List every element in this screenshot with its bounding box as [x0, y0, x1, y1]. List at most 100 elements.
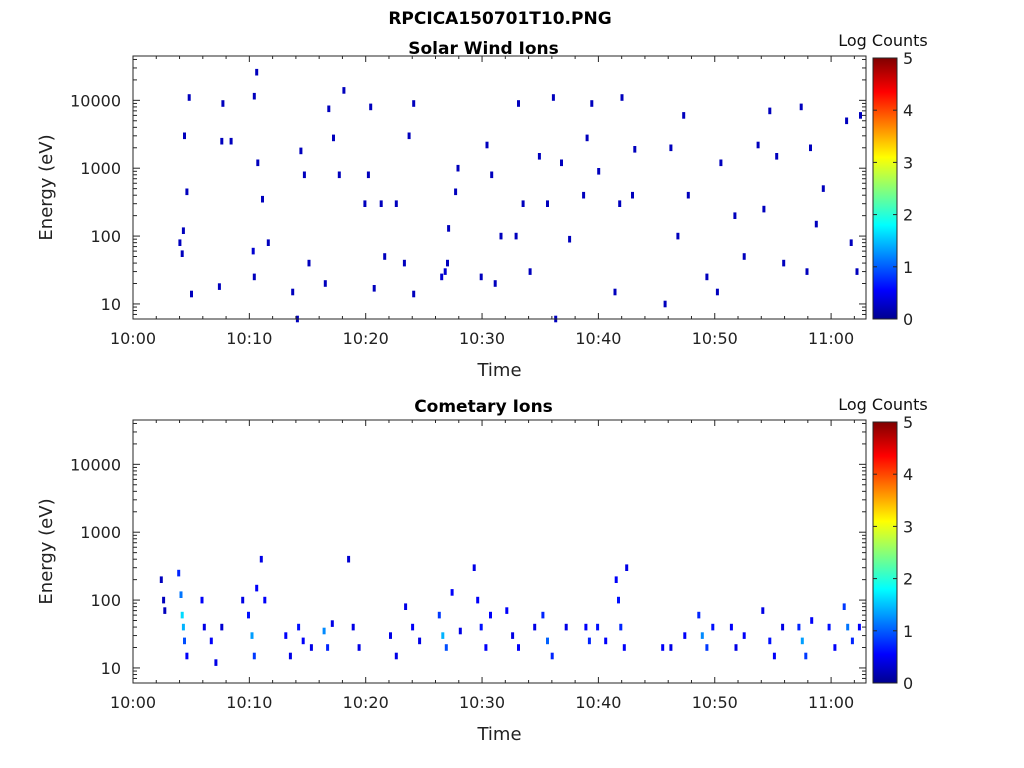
data-cell — [805, 268, 809, 275]
data-cell — [307, 259, 311, 267]
x-tick-label: 10:10 — [226, 329, 272, 348]
data-cell — [472, 564, 476, 571]
colorbar-tick-label: 5 — [903, 49, 913, 68]
data-cell — [252, 652, 256, 660]
data-cell — [447, 225, 451, 232]
data-cell — [850, 637, 854, 645]
data-cell — [700, 632, 704, 639]
data-cell — [533, 623, 537, 631]
colorbar-tick-label: 3 — [903, 153, 913, 172]
data-cell — [625, 564, 629, 571]
data-cell — [288, 652, 292, 660]
data-cell — [209, 637, 213, 645]
data-cell — [220, 137, 224, 145]
data-cell — [178, 239, 182, 246]
data-cell — [541, 611, 545, 619]
data-cell — [590, 100, 594, 107]
colorbar-tick-label: 2 — [903, 570, 913, 589]
colorbar-tick-label: 4 — [903, 465, 913, 484]
data-cell — [363, 200, 367, 207]
colorbar-tick-label: 0 — [903, 310, 913, 329]
y-tick-label: 10000 — [70, 91, 121, 110]
data-cell — [322, 627, 326, 635]
data-cell — [682, 112, 686, 119]
heatmap-cells — [159, 555, 861, 666]
data-cell — [351, 623, 355, 631]
data-cell — [661, 644, 665, 651]
colorbar-tick-label: 4 — [903, 101, 913, 120]
x-tick-label: 11:00 — [808, 693, 854, 712]
data-cell — [330, 620, 334, 627]
data-cell — [859, 112, 862, 119]
data-cell — [443, 268, 447, 275]
data-cell — [537, 153, 541, 160]
data-cell — [514, 232, 518, 240]
data-cell — [676, 232, 680, 240]
data-cell — [485, 141, 489, 149]
data-cell — [394, 200, 398, 207]
data-cell — [761, 607, 765, 614]
data-cell — [772, 652, 776, 660]
data-cell — [241, 596, 245, 604]
data-cell — [782, 259, 786, 267]
data-cell — [849, 239, 853, 246]
data-cell — [768, 107, 772, 115]
data-cell — [247, 611, 250, 619]
data-cell — [800, 637, 804, 645]
data-cell — [456, 164, 460, 172]
y-tick-label: 10000 — [70, 455, 121, 474]
data-cell — [587, 637, 591, 645]
data-cell — [810, 617, 814, 624]
colorbar-tick-label: 2 — [903, 206, 913, 225]
data-cell — [669, 144, 673, 152]
data-cell — [181, 623, 185, 631]
data-cell — [814, 220, 818, 228]
data-cell — [729, 623, 733, 631]
plot-area — [133, 420, 866, 683]
data-cell — [560, 159, 563, 167]
data-cell — [613, 288, 617, 296]
data-cell — [505, 607, 509, 614]
colorbar-tick-label: 0 — [903, 674, 913, 693]
data-cell — [252, 273, 256, 281]
y-tick-label: 100 — [90, 591, 121, 610]
data-cell — [833, 644, 837, 651]
data-cell — [183, 132, 186, 140]
data-cell — [444, 644, 448, 651]
y-tick-label: 1000 — [80, 159, 121, 178]
axes-frame — [132, 419, 867, 684]
data-cell — [179, 591, 183, 598]
data-cell — [342, 87, 346, 94]
data-cell — [768, 637, 772, 645]
data-cell — [846, 623, 850, 631]
data-cell — [301, 637, 305, 645]
data-cell — [323, 280, 327, 287]
data-cell — [842, 603, 846, 610]
data-cell — [734, 644, 738, 651]
data-cell — [546, 200, 549, 207]
panel-title: Solar Wind Ions — [408, 39, 559, 59]
data-cell — [177, 569, 181, 577]
y-tick-label: 1000 — [80, 523, 121, 542]
x-tick-label: 10:50 — [692, 693, 738, 712]
data-cell — [309, 644, 313, 651]
data-cell — [255, 68, 259, 76]
data-cell — [411, 623, 415, 631]
data-cell — [327, 105, 331, 113]
data-cell — [596, 623, 600, 631]
data-cell — [185, 652, 189, 660]
data-cell — [622, 644, 626, 651]
data-cell — [202, 623, 206, 631]
solar-wind-panel: Solar Wind Ions 10:00 10:10 10:20 10:30 10:40… — [36, 31, 928, 381]
data-cell — [187, 94, 191, 101]
data-cell — [797, 623, 801, 631]
data-cell — [369, 103, 373, 111]
data-cell — [299, 147, 303, 155]
data-cell — [550, 652, 554, 660]
data-cell — [620, 94, 624, 101]
data-cell — [490, 171, 494, 179]
data-cell — [479, 273, 483, 281]
x-tick-label: 10:00 — [110, 693, 156, 712]
data-cell — [256, 159, 260, 167]
x-tick-label: 10:30 — [459, 693, 505, 712]
